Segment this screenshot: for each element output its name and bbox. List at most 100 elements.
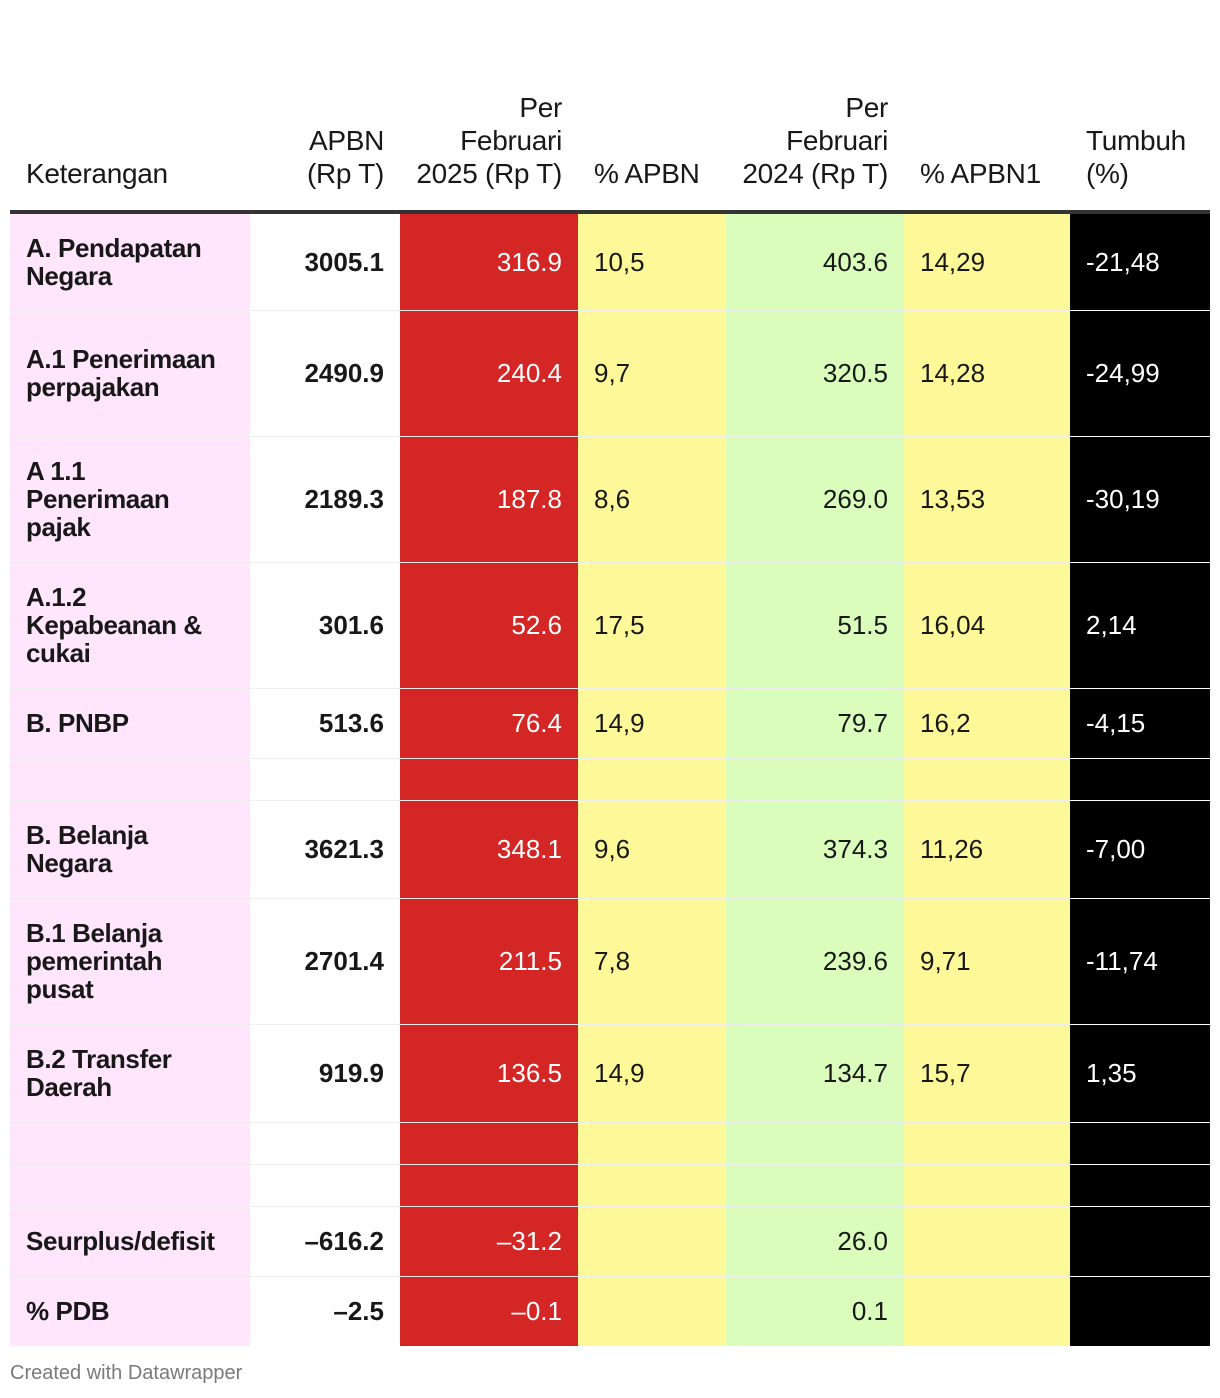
cell-keterangan [10, 1164, 250, 1207]
table-row: A. Pendapatan Negara 3005.1 316.9 10,5 403.6… [10, 212, 1210, 311]
cell-feb2025: 52.6 [400, 562, 578, 689]
cell-feb2025: 240.4 [400, 310, 578, 437]
cell-apbn: 919.9 [250, 1024, 400, 1123]
cell-keterangan: Seurplus/defisit [10, 1206, 250, 1277]
cell-keterangan: A.1 Penerimaan perpajakan [10, 310, 250, 437]
cell-tumbuh: -30,19 [1070, 436, 1210, 562]
cell-feb2025: 348.1 [400, 800, 578, 899]
table-row: B. PNBP 513.6 76.4 14,9 79.7 16,2 -4,15 [10, 688, 1210, 759]
cell-pct-apbn1: 16,04 [904, 562, 1070, 689]
cell-feb2025: 136.5 [400, 1024, 578, 1123]
cell-pct-apbn [578, 1206, 726, 1277]
cell-keterangan: % PDB [10, 1276, 250, 1346]
cell-pct-apbn: 9,7 [578, 310, 726, 437]
header-pct-apbn1[interactable]: % APBN1 [904, 0, 1070, 214]
header-row: Keterangan APBN (Rp T) Per Februari 2025… [10, 0, 1210, 214]
cell-tumbuh: 2,14 [1070, 562, 1210, 688]
table-row: Seurplus/defisit –616.2 –31.2 26.0 [10, 1206, 1210, 1277]
cell-feb2024: 374.3 [726, 800, 904, 899]
cell-feb2024: 79.7 [726, 688, 904, 759]
cell-feb2025: 187.8 [400, 436, 578, 563]
cell-pct-apbn [578, 1276, 726, 1346]
cell-feb2025 [400, 1122, 578, 1165]
cell-apbn: 513.6 [250, 688, 400, 759]
cell-apbn: –2.5 [250, 1276, 400, 1346]
table-row [10, 758, 1210, 801]
cell-pct-apbn: 8,6 [578, 436, 726, 563]
cell-pct-apbn: 14,9 [578, 688, 726, 759]
cell-feb2024: 134.7 [726, 1024, 904, 1123]
cell-tumbuh [1070, 758, 1210, 800]
cell-tumbuh [1070, 1276, 1210, 1346]
cell-keterangan: B. Belanja Negara [10, 800, 250, 899]
header-keterangan[interactable]: Keterangan [10, 0, 250, 214]
cell-pct-apbn: 7,8 [578, 898, 726, 1025]
cell-tumbuh [1070, 1122, 1210, 1164]
cell-pct-apbn [578, 1122, 726, 1165]
cell-pct-apbn1 [904, 1122, 1070, 1165]
cell-keterangan: B.2 Transfer Daerah [10, 1024, 250, 1123]
cell-keterangan: A 1.1 Penerimaan pajak [10, 436, 250, 563]
cell-tumbuh: -4,15 [1070, 688, 1210, 758]
cell-keterangan [10, 1122, 250, 1165]
table-row: A.1.2 Kepabeanan & cukai 301.6 52.6 17,5 51.… [10, 562, 1210, 689]
cell-keterangan: A.1.2 Kepabeanan & cukai [10, 562, 250, 689]
cell-feb2024: 320.5 [726, 310, 904, 437]
header-feb2024[interactable]: Per Februari 2024 (Rp T) [726, 0, 904, 214]
table-row [10, 1164, 1210, 1207]
cell-feb2024 [726, 758, 904, 801]
cell-pct-apbn1: 14,29 [904, 212, 1070, 311]
footer-credit: Created with Datawrapper [10, 1362, 243, 1384]
table-row: A.1 Penerimaan perpajakan 2490.9 240.4 9,7 3… [10, 310, 1210, 437]
cell-pct-apbn1 [904, 758, 1070, 801]
table-row: B.1 Belanja pemerintah pusat 2701.4 211.5 7… [10, 898, 1210, 1025]
cell-tumbuh [1070, 1164, 1210, 1206]
cell-feb2025: 76.4 [400, 688, 578, 759]
cell-pct-apbn1: 14,28 [904, 310, 1070, 437]
cell-apbn: –616.2 [250, 1206, 400, 1277]
cell-pct-apbn1 [904, 1276, 1070, 1346]
table-row: % PDB –2.5 –0.1 0.1 [10, 1276, 1210, 1346]
table-row: A 1.1 Penerimaan pajak 2189.3 187.8 8,6 269.… [10, 436, 1210, 563]
table-row: B.2 Transfer Daerah 919.9 136.5 14,9 134.7 15… [10, 1024, 1210, 1123]
cell-apbn: 2189.3 [250, 436, 400, 563]
cell-pct-apbn: 17,5 [578, 562, 726, 689]
cell-tumbuh: 1,35 [1070, 1024, 1210, 1122]
header-apbn[interactable]: APBN (Rp T) [250, 0, 400, 214]
cell-pct-apbn: 10,5 [578, 212, 726, 311]
cell-keterangan: B. PNBP [10, 688, 250, 759]
cell-pct-apbn1: 13,53 [904, 436, 1070, 563]
cell-apbn: 3621.3 [250, 800, 400, 899]
cell-pct-apbn1: 11,26 [904, 800, 1070, 899]
header-tumbuh-label: Tumbuh (%) [1086, 125, 1186, 189]
cell-pct-apbn [578, 1164, 726, 1207]
cell-feb2024: 403.6 [726, 212, 904, 311]
cell-feb2024: 239.6 [726, 898, 904, 1025]
table-body: A. Pendapatan Negara 3005.1 316.9 10,5 403.6… [10, 212, 1210, 1346]
cell-apbn: 2701.4 [250, 898, 400, 1025]
header-tumbuh[interactable]: Tumbuh (%) [1070, 0, 1210, 214]
cell-pct-apbn1 [904, 1206, 1070, 1277]
data-table: Keterangan APBN (Rp T) Per Februari 2025… [10, 0, 1210, 1346]
cell-pct-apbn1: 15,7 [904, 1024, 1070, 1123]
cell-keterangan: B.1 Belanja pemerintah pusat [10, 898, 250, 1025]
cell-apbn [250, 1164, 400, 1207]
table-row [10, 1122, 1210, 1165]
cell-pct-apbn: 9,6 [578, 800, 726, 899]
cell-feb2025: 316.9 [400, 212, 578, 311]
cell-tumbuh [1070, 1206, 1210, 1276]
cell-apbn: 301.6 [250, 562, 400, 689]
cell-keterangan: A. Pendapatan Negara [10, 212, 250, 311]
header-feb2025[interactable]: Per Februari 2025 (Rp T) [400, 0, 578, 214]
cell-feb2025: –31.2 [400, 1206, 578, 1277]
cell-feb2024 [726, 1122, 904, 1165]
cell-feb2025: 211.5 [400, 898, 578, 1025]
table-row: B. Belanja Negara 3621.3 348.1 9,6 374.3 11,2… [10, 800, 1210, 899]
header-pct-apbn[interactable]: % APBN [578, 0, 726, 214]
cell-feb2025: –0.1 [400, 1276, 578, 1346]
cell-tumbuh: -21,48 [1070, 212, 1210, 310]
data-table-container: Keterangan APBN (Rp T) Per Februari 2025… [10, 0, 1210, 1346]
cell-keterangan [10, 758, 250, 801]
cell-tumbuh: -24,99 [1070, 310, 1210, 436]
cell-feb2024 [726, 1164, 904, 1207]
